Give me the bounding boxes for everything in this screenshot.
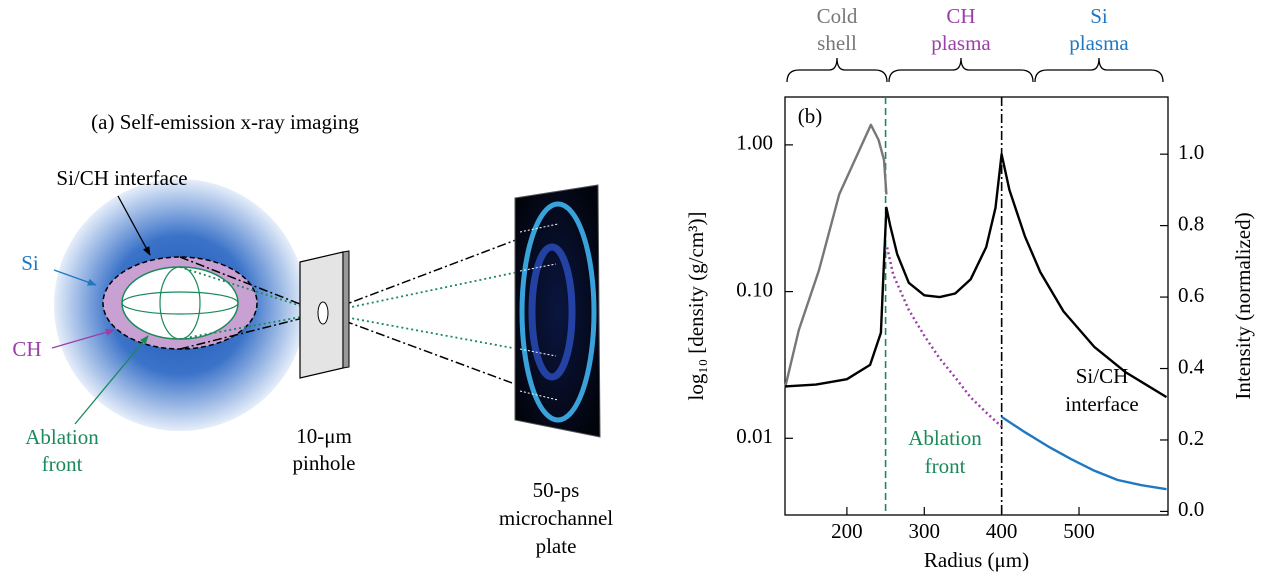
- y2-tick-label: 0.0: [1178, 497, 1204, 521]
- y-tick-label: 0.10: [736, 277, 773, 301]
- panel-label: (b): [798, 104, 823, 128]
- series-line: [783, 123, 888, 389]
- series-line: [784, 153, 1168, 399]
- label: front: [42, 452, 83, 476]
- series-line: [1000, 415, 1167, 491]
- globe-line: [121, 291, 239, 315]
- pinhole-edge: [342, 250, 350, 369]
- region-label: plasma: [1069, 31, 1129, 55]
- region-label: CH: [946, 4, 975, 28]
- arrow: [117, 195, 151, 256]
- y-axis-label: log₁₀ [density (g/cm³)]: [684, 212, 708, 401]
- y-tick-label: 0.01: [736, 424, 773, 448]
- arrow: [51, 328, 115, 349]
- marker-label: interface: [1065, 392, 1138, 416]
- y-tick-label: 1.00: [736, 131, 773, 155]
- ring: [519, 201, 597, 423]
- brace: [1034, 57, 1164, 83]
- panel-title: (a) Self-emission x-ray imaging: [91, 110, 359, 134]
- region-label: plasma: [931, 31, 991, 55]
- label: pinhole: [293, 451, 356, 475]
- marker-label: front: [925, 454, 966, 478]
- y2-tick-label: 0.2: [1178, 426, 1204, 450]
- y2-tick-label: 0.6: [1178, 283, 1204, 307]
- label: microchannel: [499, 506, 613, 530]
- pinhole: [317, 301, 329, 325]
- label: 10-μm: [296, 424, 352, 448]
- marker-label: Si/CH: [1076, 364, 1129, 388]
- region-label: Si: [1090, 4, 1108, 28]
- plot-frame: [784, 96, 1169, 516]
- y2-tick-label: 1.0: [1178, 140, 1204, 164]
- arrow: [53, 269, 97, 286]
- arrow: [74, 335, 149, 425]
- label: 50-ps: [533, 478, 580, 502]
- label: Ablation: [25, 425, 99, 449]
- y2-tick-label: 0.4: [1178, 354, 1205, 378]
- brace: [888, 57, 1034, 83]
- region-label: shell: [817, 31, 857, 55]
- label: CH: [12, 337, 41, 361]
- x-axis-label: Radius (μm): [924, 548, 1029, 572]
- ray: [179, 312, 559, 401]
- x-tick-label: 200: [831, 519, 863, 543]
- diagram-a: (a) Self-emission x-ray imaging Si/CH in…: [12, 110, 613, 558]
- label: Si: [21, 251, 39, 275]
- ablation-sphere: [121, 266, 239, 340]
- x-tick-label: 500: [1063, 519, 1095, 543]
- detector: [514, 184, 601, 438]
- region-label: Cold: [817, 4, 858, 28]
- x-tick-label: 300: [909, 519, 941, 543]
- marker-label: Ablation: [908, 426, 982, 450]
- ray-on-plate: [519, 223, 559, 233]
- brace: [786, 57, 888, 83]
- ring: [528, 243, 576, 381]
- ray-on-plate: [519, 390, 559, 401]
- series-line: [885, 247, 1003, 428]
- label: Si/CH interface: [56, 166, 187, 190]
- x-tick-label: 400: [986, 519, 1018, 543]
- label: plate: [536, 534, 577, 558]
- y2-tick-label: 0.8: [1178, 211, 1204, 235]
- y2-axis-label: Intensity (normalized): [1231, 212, 1255, 399]
